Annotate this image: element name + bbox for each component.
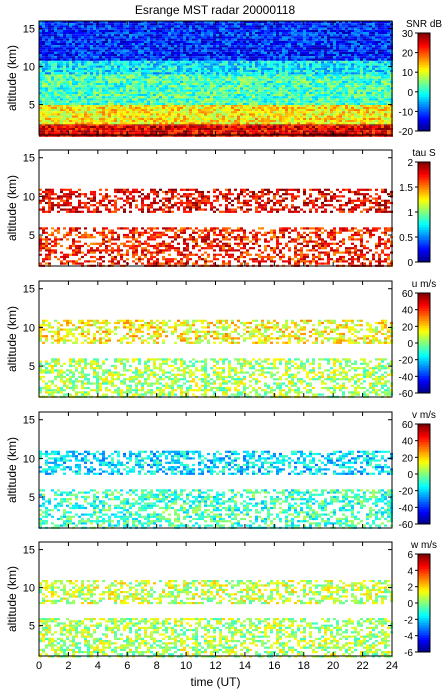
x-tick-label: 16 <box>268 660 280 672</box>
x-tick-label: 10 <box>180 660 192 672</box>
colorbar-tick-label: -6 <box>404 648 413 659</box>
colorbar: u m/s -60 -40 -20 0 20 40 60 <box>399 279 437 400</box>
colorbar-tick-label: 20 <box>402 49 414 60</box>
colorbar-label: tau S <box>412 148 436 159</box>
x-tick-label: 24 <box>386 660 398 672</box>
colorbar-tick-label: -40 <box>399 503 414 514</box>
y-axis-label: altitude (km) <box>5 306 19 372</box>
colorbar-tick-label: 0 <box>407 470 413 481</box>
x-tick-label: 0 <box>36 660 42 672</box>
heatmap-layer <box>39 74 393 105</box>
colorbar-tick-label: 40 <box>402 437 414 448</box>
y-tick-label: 15 <box>23 24 35 36</box>
figure-title: Esrange MST radar 20000118 <box>135 3 296 17</box>
colorbar-tick-label: 20 <box>402 322 414 333</box>
colorbar: v m/s -60 -40 -20 0 20 40 60 <box>399 410 436 531</box>
x-tick-label: 14 <box>239 660 251 672</box>
colorbar: w m/s -6 -4 -2 0 2 4 6 <box>404 540 437 659</box>
heatmap-layer <box>39 21 393 61</box>
colorbar-tick-label: -20 <box>399 487 414 498</box>
y-tick-label: 5 <box>29 100 35 112</box>
panel-4: 5 10 15 altitude (km) v m/s -60 -40 -20 0 20 40 60 <box>5 410 436 531</box>
y-axis-label: altitude (km) <box>5 437 19 503</box>
y-tick-label: 5 <box>29 361 35 373</box>
colorbar-tick-label: 1.5 <box>399 183 413 194</box>
colorbar-tick-label: 0.5 <box>399 233 413 244</box>
colorbar-label: v m/s <box>412 410 436 421</box>
x-tick-label: 20 <box>327 660 339 672</box>
y-axis-label: altitude (km) <box>5 566 19 632</box>
y-tick-label: 15 <box>23 153 35 165</box>
heatmap-layer <box>39 123 393 137</box>
colorbar-label: SNR dB <box>406 19 442 30</box>
heatmap-layer <box>39 450 393 475</box>
y-tick-label: 10 <box>23 191 35 203</box>
heatmap-layer <box>39 319 393 344</box>
x-tick-label: 22 <box>356 660 368 672</box>
panel-1: 5 10 15 altitude (km) SNR dB -20 -10 0 10 20 30 <box>5 19 442 138</box>
colorbar-tick-label: 0 <box>407 599 413 610</box>
y-tick-label: 15 <box>23 284 35 296</box>
colorbar-tick-label: 30 <box>402 29 414 40</box>
colorbar-tick-label: 20 <box>402 453 414 464</box>
colorbar-tick-label: -60 <box>399 389 414 400</box>
panel-3: 5 10 15 altitude (km) u m/s -60 -40 -20 0 20 40 60 <box>5 279 436 400</box>
y-axis-label: altitude (km) <box>5 175 19 241</box>
x-tick-label: 8 <box>154 660 160 672</box>
y-tick-label: 15 <box>23 415 35 427</box>
y-tick-label: 5 <box>29 621 35 633</box>
colorbar-tick-label: 0 <box>407 258 413 269</box>
colorbar-tick-label: 10 <box>402 68 414 79</box>
heatmap-layer <box>39 227 393 267</box>
colorbar-tick-label: 0 <box>407 88 413 99</box>
colorbar-label: u m/s <box>412 279 436 290</box>
panel-2: 5 10 15 altitude (km) tau S 0 0.5 1 1.5 2 <box>5 148 436 269</box>
y-tick-label: 15 <box>23 545 35 557</box>
colorbar: SNR dB -20 -10 0 10 20 30 <box>399 19 443 138</box>
colorbar: tau S 0 0.5 1 1.5 2 <box>399 148 436 269</box>
x-tick-label: 2 <box>65 660 71 672</box>
colorbar-tick-label: -20 <box>399 127 414 138</box>
colorbar-tick-label: -10 <box>399 107 414 118</box>
colorbar-tick-label: -2 <box>404 615 413 626</box>
colorbar-tick-label: 0 <box>407 339 413 350</box>
colorbar-tick-label: 6 <box>407 550 413 561</box>
colorbar-tick-label: -4 <box>404 632 413 643</box>
y-axis-label: altitude (km) <box>5 45 19 111</box>
x-axis-label: time (UT) <box>191 675 241 689</box>
colorbar-tick-label: -60 <box>399 520 414 531</box>
y-tick-label: 10 <box>23 62 35 74</box>
heatmap-layer <box>39 618 393 658</box>
colorbar-tick-label: 4 <box>407 566 413 577</box>
colorbar-frame <box>417 32 431 132</box>
y-tick-label: 10 <box>23 453 35 465</box>
heatmap-layer <box>39 104 393 125</box>
colorbar-tick-label: 60 <box>402 289 414 300</box>
heatmap-layer <box>39 59 393 75</box>
x-tick-label: 4 <box>95 660 101 672</box>
y-tick-label: 10 <box>23 583 35 595</box>
x-tick-label: 18 <box>298 660 310 672</box>
colorbar-tick-label: -20 <box>399 356 414 367</box>
colorbar-tick-label: 40 <box>402 306 414 317</box>
colorbar-label: w m/s <box>410 540 437 551</box>
colorbar-tick-label: 2 <box>407 583 413 594</box>
colorbar-tick-label: -40 <box>399 372 414 383</box>
colorbar-tick-label: 2 <box>407 158 413 169</box>
x-tick-label: 12 <box>209 660 221 672</box>
y-tick-label: 5 <box>29 492 35 504</box>
y-tick-label: 10 <box>23 322 35 334</box>
colorbar-tick-label: 60 <box>402 420 414 431</box>
colorbar-tick-label: 1 <box>407 208 413 219</box>
x-tick-label: 6 <box>124 660 130 672</box>
y-tick-label: 5 <box>29 230 35 242</box>
